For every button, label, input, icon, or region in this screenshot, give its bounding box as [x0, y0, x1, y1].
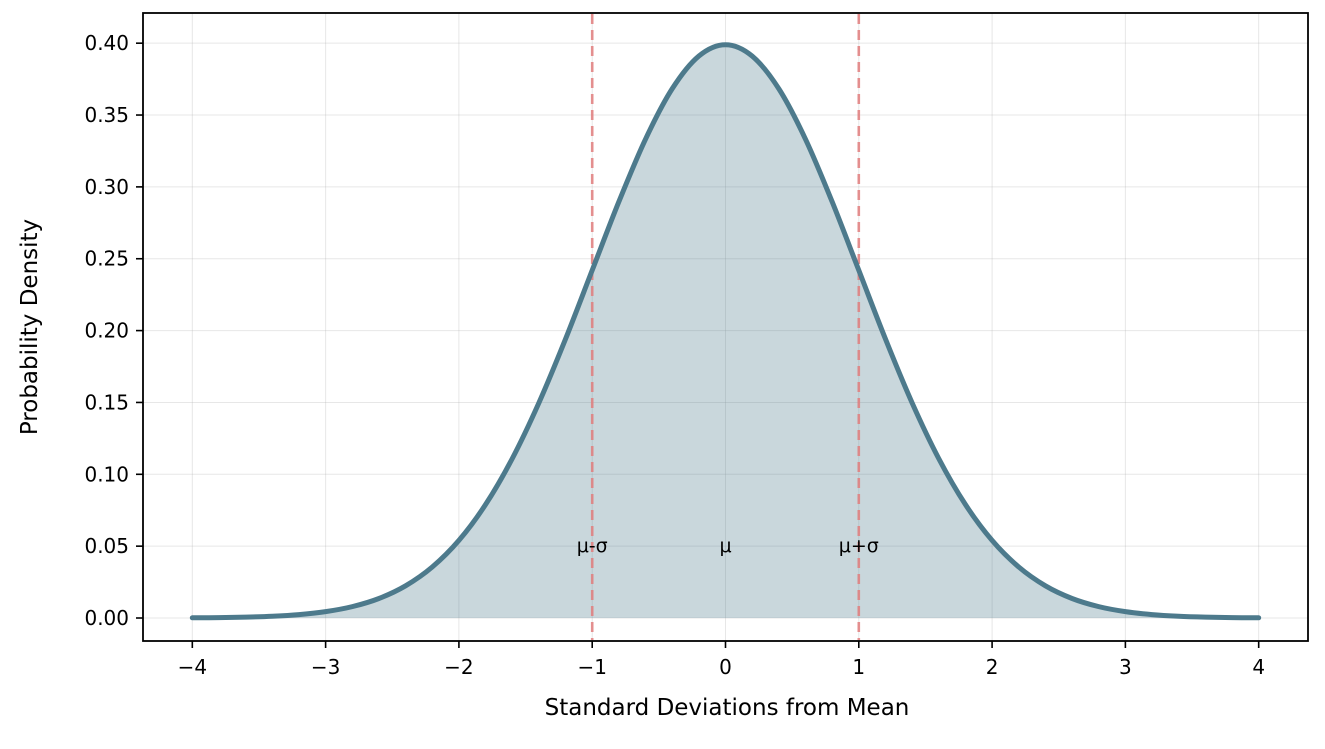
annotation-label: μ [719, 535, 731, 557]
annotation-label: μ-σ [577, 535, 608, 557]
x-tick-label: −2 [444, 655, 473, 679]
y-tick-label: 0.10 [84, 462, 129, 486]
y-tick-label: 0.30 [84, 175, 129, 199]
curve-fill-area [192, 44, 1259, 619]
y-tick-label: 0.40 [84, 31, 129, 55]
x-axis: −4 −3 −2 −1 0 1 2 3 4 [178, 641, 1265, 679]
y-axis: 0.00 0.05 0.10 0.15 0.20 0.25 0.30 0.35 0.40 [84, 31, 143, 630]
x-tick-label: 0 [719, 655, 732, 679]
normal-curve [189, 42, 1262, 621]
y-tick-label: 0.00 [84, 606, 129, 630]
x-tick-label: 2 [986, 655, 999, 679]
annotation-label: μ+σ [839, 535, 879, 557]
y-tick-label: 0.05 [84, 534, 129, 558]
y-tick-label: 0.20 [84, 319, 129, 343]
x-tick-label: 3 [1119, 655, 1132, 679]
x-tick-label: −1 [577, 655, 606, 679]
x-tick-label: 1 [852, 655, 865, 679]
x-tick-label: 4 [1252, 655, 1265, 679]
x-axis-label: Standard Deviations from Mean [544, 695, 910, 721]
x-tick-label: −3 [311, 655, 340, 679]
y-axis-label: Probability Density [17, 218, 43, 436]
y-tick-label: 0.35 [84, 103, 129, 127]
y-tick-label: 0.15 [84, 390, 129, 414]
x-tick-label: −4 [178, 655, 207, 679]
y-tick-label: 0.25 [84, 247, 129, 271]
